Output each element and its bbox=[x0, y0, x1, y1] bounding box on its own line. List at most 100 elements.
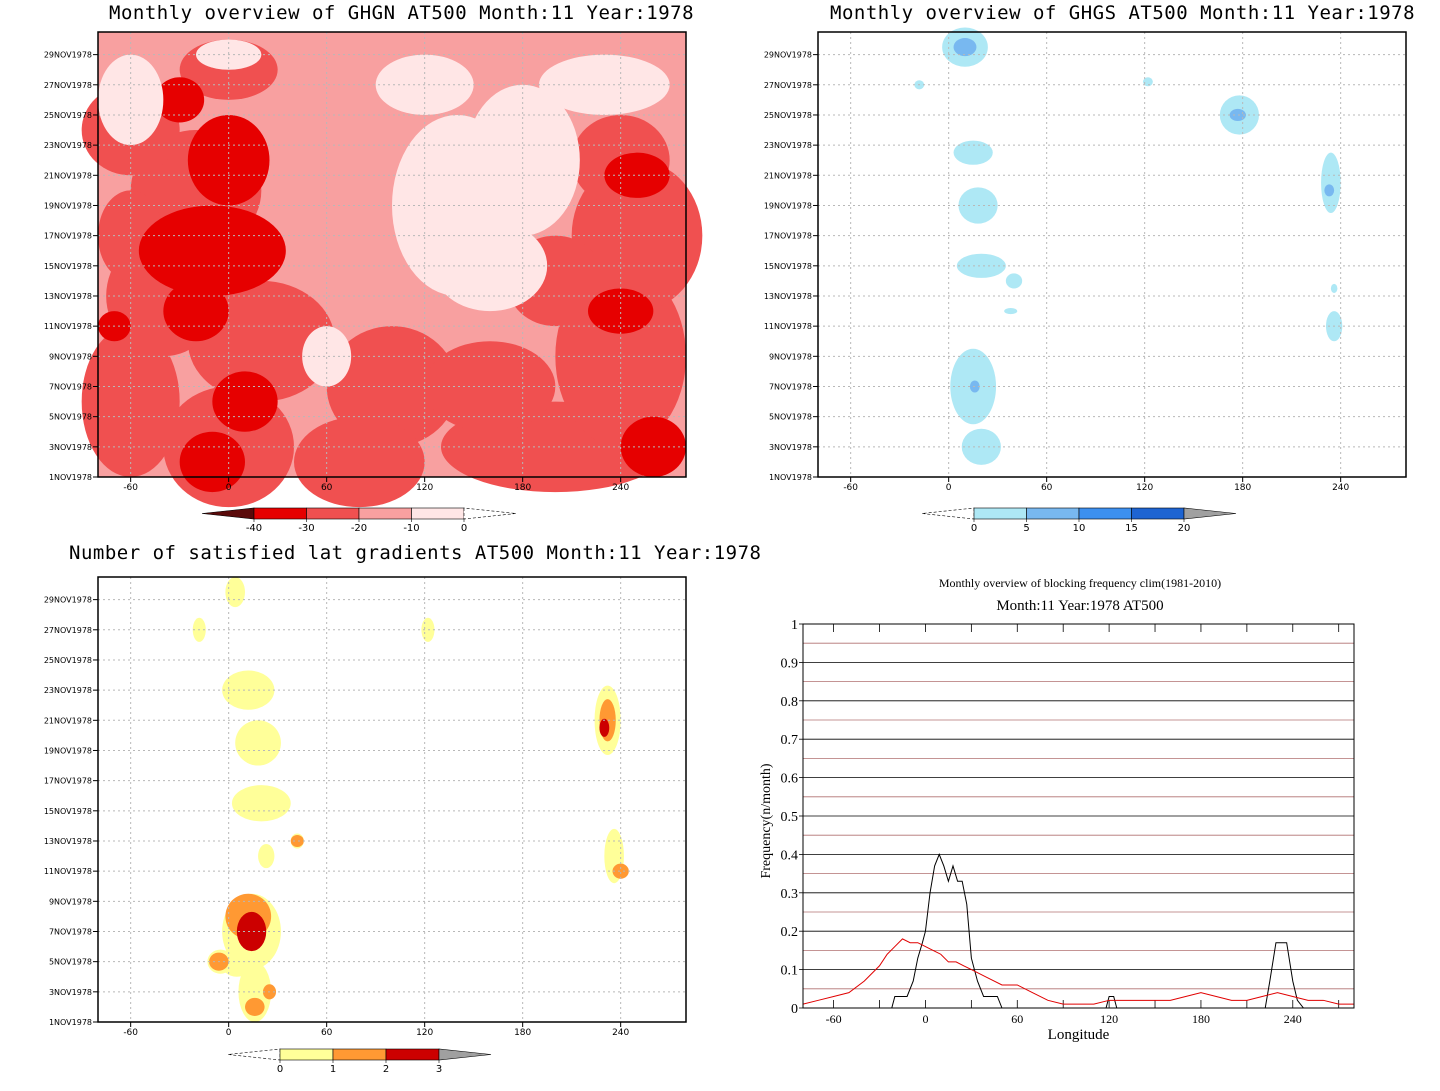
freq-xtick-label: 60 bbox=[1011, 1012, 1023, 1026]
grad-frame bbox=[97, 576, 687, 1023]
ghgn-cbar-left bbox=[201, 507, 255, 520]
freq-frame bbox=[802, 623, 1355, 1009]
freq-ytick-label: 0.9 bbox=[781, 656, 799, 671]
ghgn-cbar-label: -20 bbox=[351, 523, 367, 534]
grad-ytick-label: 13NOV1978 bbox=[44, 837, 92, 846]
grad-cbar-right bbox=[438, 1048, 492, 1061]
ghgs-ytick-label: 1NOV1978 bbox=[769, 473, 812, 482]
grad-contour-3 bbox=[599, 718, 610, 737]
ghgn-ytick-label: 21NOV1978 bbox=[44, 171, 92, 180]
ghgs-ytick-label: 25NOV1978 bbox=[764, 111, 812, 120]
freq-xtick-label: 120 bbox=[1100, 1012, 1118, 1026]
grad-cbar-seg bbox=[332, 1048, 387, 1061]
ghgn-xtick-label: 240 bbox=[612, 483, 629, 493]
ghgn-ytick-label: 27NOV1978 bbox=[44, 81, 92, 90]
grad-cbar-seg bbox=[385, 1048, 440, 1061]
grad-ytick-label: 21NOV1978 bbox=[44, 716, 92, 725]
ghgn-ytick-label: 11NOV1978 bbox=[44, 322, 92, 331]
ghgs-xtick-label: -60 bbox=[843, 483, 858, 493]
ghgs-cbar-label: 5 bbox=[1023, 523, 1029, 534]
grad-contour-2 bbox=[612, 863, 629, 879]
grad-cbar-label: 0 bbox=[277, 1064, 283, 1075]
ghgs-cbar-seg bbox=[1131, 507, 1185, 520]
freq-xtick-label: 0 bbox=[922, 1012, 928, 1026]
ghgn-contour-light bbox=[98, 54, 164, 146]
grad-ytick-label: 3NOV1978 bbox=[49, 988, 92, 997]
ghgs-cbar-label: 10 bbox=[1073, 523, 1086, 534]
ghgn-ytick-label: 9NOV1978 bbox=[49, 352, 92, 361]
ghgs-cbar-label: 15 bbox=[1125, 523, 1138, 534]
ghgn-cbar-label: -30 bbox=[298, 523, 314, 534]
grad-contour-1 bbox=[235, 720, 281, 766]
ghgs-contour-mid bbox=[1229, 108, 1246, 121]
ghgn-xtick-label: 180 bbox=[514, 483, 531, 493]
ghgn-plot: -60 0 60 120 180 240 29NOV1978 27NOV1978 25NOV19… bbox=[44, 31, 703, 534]
ghgn-ytick-label: 29NOV1978 bbox=[44, 51, 92, 60]
ghgs-cbar-label: 20 bbox=[1178, 523, 1191, 534]
ghgn-xtick-label: 120 bbox=[416, 483, 433, 493]
ghgn-contour-dark bbox=[187, 114, 270, 206]
freq-ytick-label: 0 bbox=[791, 1002, 798, 1017]
ghgn-cbar-right bbox=[463, 507, 517, 520]
ghgs-ytick-label: 13NOV1978 bbox=[764, 292, 812, 301]
freq-ytick-label: 0.2 bbox=[781, 925, 799, 940]
grad-xtick-label: 120 bbox=[416, 1028, 433, 1038]
ghgn-ytick-label: 13NOV1978 bbox=[44, 292, 92, 301]
ghgn-contour-mid bbox=[294, 416, 425, 508]
grad-xtick-label: 0 bbox=[226, 1028, 232, 1038]
ghgn-ytick-label: 15NOV1978 bbox=[44, 262, 92, 271]
grad-xtick-label: 240 bbox=[612, 1028, 629, 1038]
grad-ytick-label: 7NOV1978 bbox=[49, 927, 92, 936]
ghgs-xtick-label: 180 bbox=[1234, 483, 1251, 493]
ghgn-ytick-label: 17NOV1978 bbox=[44, 232, 92, 241]
ghgn-ytick-label: 25NOV1978 bbox=[44, 111, 92, 120]
grad-contour-2 bbox=[245, 997, 265, 1016]
ghgn-cbar-seg bbox=[358, 507, 412, 520]
ghgn-cbar-label: -40 bbox=[246, 523, 262, 534]
ghgn-ytick-label: 19NOV1978 bbox=[44, 201, 92, 210]
ghgs-ytick-label: 17NOV1978 bbox=[764, 232, 812, 241]
ghgs-xtick-label: 240 bbox=[1332, 483, 1349, 493]
ghgs-cbar-seg bbox=[1078, 507, 1132, 520]
ghgs-cbar-seg bbox=[973, 507, 1027, 520]
grad-contour-1 bbox=[258, 844, 275, 869]
ghgn-frame bbox=[97, 31, 687, 478]
ghgs-plot: -60 0 60 120 180 240 29NOV1978 27NOV1978 25NOV19… bbox=[764, 27, 1407, 534]
ghgs-ytick-label: 15NOV1978 bbox=[764, 262, 812, 271]
ghgn-contour-light bbox=[465, 84, 580, 236]
grad-title: Number of satisfied lat gradients AT500 … bbox=[69, 542, 762, 564]
ghgs-contour-mid bbox=[953, 38, 977, 57]
ghgs-cbar-seg bbox=[1026, 507, 1080, 520]
grad-ytick-label: 11NOV1978 bbox=[44, 867, 92, 876]
freq-ytick-label: 0.4 bbox=[781, 848, 799, 863]
ghgn-contour-mid bbox=[81, 326, 180, 477]
ghgs-contour-low bbox=[1005, 273, 1023, 289]
freq-subtitle: Month:11 Year:1978 AT500 bbox=[996, 598, 1164, 614]
freq-xtick-label: 180 bbox=[1192, 1012, 1210, 1026]
freq-ytick-label: 1 bbox=[791, 618, 798, 633]
grad-xtick-label: 60 bbox=[321, 1028, 333, 1038]
ghgn-xtick-label: 0 bbox=[226, 483, 232, 493]
grad-ytick-label: 5NOV1978 bbox=[49, 958, 92, 967]
freq-xtick-label: 240 bbox=[1284, 1012, 1302, 1026]
ghgn-ytick-label: 23NOV1978 bbox=[44, 141, 92, 150]
ghgn-xtick-label: 60 bbox=[321, 483, 333, 493]
ghgn-cbar-label: 0 bbox=[461, 523, 467, 534]
grad-contour-1 bbox=[225, 577, 245, 608]
grad-xtick-label: -60 bbox=[123, 1028, 138, 1038]
ghgs-ytick-label: 9NOV1978 bbox=[769, 352, 812, 361]
ghgs-ytick-label: 5NOV1978 bbox=[769, 413, 812, 422]
ghgn-contour-light bbox=[302, 326, 352, 387]
grad-contour-3 bbox=[236, 911, 267, 952]
ghgs-ytick-label: 23NOV1978 bbox=[764, 141, 812, 150]
ghgn-cbar-seg bbox=[411, 507, 465, 520]
grad-ytick-label: 17NOV1978 bbox=[44, 777, 92, 786]
ghgs-ytick-label: 7NOV1978 bbox=[769, 382, 812, 391]
grad-cbar-label: 2 bbox=[383, 1064, 389, 1075]
freq-plot: -60 0 60 120 180 240 0 0.1 0.2 0.3 0.4 0.5 0.6 0.7 0.8… bbox=[759, 618, 1355, 1043]
ghgn-ytick-label: 1NOV1978 bbox=[49, 473, 92, 482]
freq-xlabel: Longitude bbox=[1048, 1027, 1110, 1043]
ghgn-contour-dark bbox=[163, 280, 229, 342]
freq-ytick-label: 0.6 bbox=[781, 772, 799, 787]
ghgs-contour-low bbox=[961, 428, 1001, 465]
